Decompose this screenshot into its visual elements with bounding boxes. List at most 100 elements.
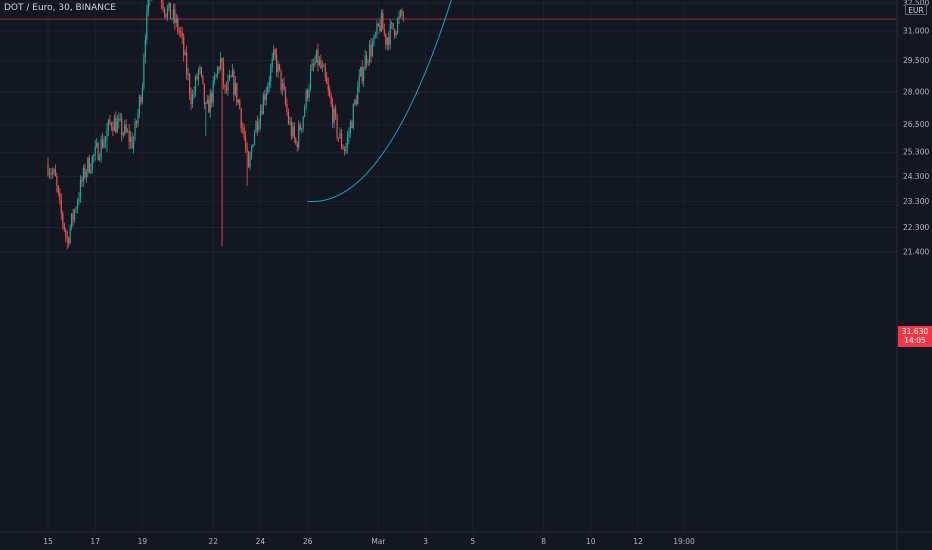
candle-body [246, 147, 248, 152]
candle-body [79, 179, 82, 199]
candle-body [330, 96, 332, 105]
candle-body [339, 133, 341, 138]
price-tick-label: 23.300 [903, 197, 929, 206]
candle-body [383, 29, 385, 34]
candle-body [394, 29, 396, 36]
candle-body [371, 43, 374, 56]
candle-body [385, 33, 387, 45]
candle-body [395, 32, 397, 36]
candle-body [373, 35, 375, 44]
candle-body [199, 67, 201, 70]
candle-body [240, 108, 242, 129]
currency-button[interactable]: EUR [905, 4, 927, 15]
candle-body [110, 123, 113, 127]
candle-body [65, 229, 67, 236]
candle-body [377, 23, 379, 26]
time-tick-label: 26 [303, 537, 313, 546]
candle-body [321, 65, 323, 68]
candle-body [256, 121, 259, 130]
candle-body [287, 112, 290, 124]
candle-body [324, 66, 326, 77]
price-tick-label: 24.300 [903, 172, 929, 181]
candle-body [48, 173, 51, 175]
candle-body [101, 139, 104, 148]
curve-drawing[interactable] [307, 0, 483, 202]
bar-countdown: 14:05 [904, 336, 926, 345]
candle-body [284, 89, 287, 104]
time-tick-label: 12 [633, 537, 643, 546]
candle-body [280, 69, 282, 90]
price-tick-label: 26.500 [903, 120, 929, 129]
candle-body [382, 13, 384, 30]
candle-body [307, 90, 309, 98]
candle-body [62, 213, 64, 224]
candle-body [180, 31, 182, 33]
candle-body [283, 83, 285, 90]
candle-body [72, 213, 74, 220]
candle-body [295, 138, 297, 144]
candle-body [357, 86, 359, 105]
candle-body [274, 49, 276, 55]
candle-body [345, 146, 347, 151]
candle-body [231, 70, 233, 77]
candle-body [68, 238, 70, 244]
candle-body [234, 82, 236, 95]
candle-body [146, 11, 148, 40]
candle-body [174, 9, 176, 23]
candle-body [93, 154, 95, 157]
candle-body [75, 208, 77, 210]
candle-body [258, 123, 260, 130]
price-axis[interactable]: 21.400 22.300 23.300 24.300 25.300 26.500 28.0… [903, 0, 929, 257]
candle-body [376, 23, 378, 35]
candle-body [355, 100, 357, 105]
candle-body [187, 74, 189, 76]
candle-body [270, 67, 272, 82]
candle-body [141, 87, 143, 103]
candle-body [340, 133, 343, 147]
candle-body [190, 93, 192, 105]
candle-body [147, 0, 149, 12]
candle-body [221, 57, 223, 63]
candle-body [398, 15, 400, 20]
candle-body [349, 122, 351, 134]
candle-body [225, 87, 228, 91]
candle-body [50, 173, 52, 175]
candle-body [202, 75, 204, 84]
time-axis[interactable]: 15 17 19 22 24 26 Mar 3 5 8 10 12 19:00 [43, 537, 695, 546]
candle-body [250, 147, 253, 157]
candle-body [115, 118, 117, 133]
candle-body [144, 39, 146, 58]
chart-grid [0, 0, 897, 532]
candle-body [47, 164, 49, 175]
candle-body [215, 74, 217, 78]
candle-body [230, 75, 232, 77]
candle-body [84, 167, 86, 178]
candle-body [219, 57, 222, 70]
candle-body [87, 157, 89, 172]
candle-body [104, 136, 107, 142]
candle-body [318, 59, 320, 66]
candle-body [358, 75, 360, 87]
candle-body [278, 64, 281, 70]
time-tick-label: 8 [541, 537, 546, 546]
candle-body [253, 132, 256, 145]
candle-body [314, 62, 316, 66]
candle-body [311, 63, 313, 71]
candle-body [175, 18, 177, 23]
candle-body [271, 58, 273, 68]
candle-body [97, 143, 99, 161]
candle-body [315, 49, 318, 63]
candle-body [236, 82, 238, 103]
candle-body [354, 100, 356, 104]
candle-body [125, 124, 127, 132]
candle-body [329, 89, 331, 97]
candle-body [54, 169, 56, 177]
candle-body [401, 10, 403, 15]
candle-body [273, 49, 275, 59]
current-price-value: 31.630 [901, 327, 929, 336]
candle-body [320, 59, 322, 68]
candle-body [363, 70, 365, 82]
candle-body [265, 92, 267, 100]
candle-body [224, 84, 226, 88]
